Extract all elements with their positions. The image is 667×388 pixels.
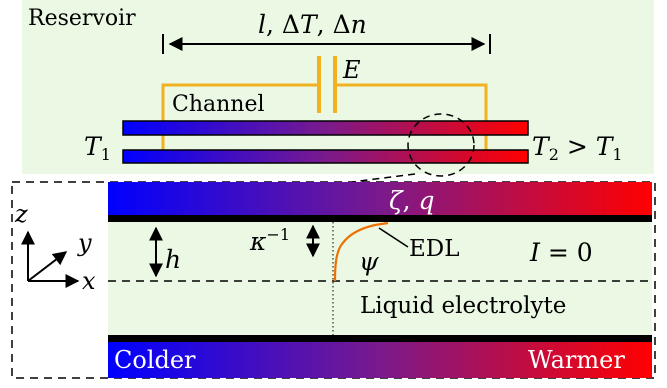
edl-label: EDL xyxy=(409,236,460,262)
temperature-left-label: T1 xyxy=(84,132,111,164)
current-symbol: I xyxy=(529,238,541,267)
y-axis-arrow xyxy=(27,251,68,282)
channel-wall-top xyxy=(122,120,529,136)
zeta-symbol: ζ xyxy=(389,186,404,215)
y-axis-label: y xyxy=(77,229,92,257)
potential-symbol: ψ xyxy=(359,247,379,276)
zoom-connector xyxy=(351,173,416,183)
edl-potential-curve xyxy=(333,221,389,282)
params-comma-1: , xyxy=(266,10,282,39)
temperature-right-T2: T xyxy=(532,132,551,161)
temperature-right-sub1: 1 xyxy=(612,145,622,164)
colder-label: Colder xyxy=(114,346,196,374)
zoom-wall-top-border xyxy=(108,215,652,222)
temperature-right-sub2: 2 xyxy=(549,145,559,164)
zoom-circle xyxy=(407,113,475,177)
zero-current-label: I = 0 xyxy=(529,238,593,267)
electrolyte-region xyxy=(108,218,652,338)
zoom-wall-bottom-border xyxy=(108,335,652,342)
current-equals-zero: = 0 xyxy=(540,238,593,267)
params-comma-2: , xyxy=(317,10,333,39)
z-axis-label: z xyxy=(14,200,28,228)
delta-symbol-1: Δ xyxy=(282,10,300,39)
liquid-electrolyte-label: Liquid electrolyte xyxy=(360,293,566,319)
zeta-q-label: ζ, q xyxy=(389,186,434,215)
kappa-symbol: κ xyxy=(249,227,267,256)
length-symbol: l xyxy=(258,10,266,39)
charge-symbol: q xyxy=(418,186,434,215)
temperature-symbol: T xyxy=(300,10,319,39)
channel-wall-bottom xyxy=(122,149,529,164)
edl-pointer xyxy=(378,227,409,248)
debye-length-label: κ−1 xyxy=(249,225,290,256)
zoom-wall-top xyxy=(108,182,652,218)
length-temperature-concentration-label: l, ΔT, Δn xyxy=(258,10,367,39)
kappa-superscript: −1 xyxy=(266,225,290,244)
temperature-left-subscript: 1 xyxy=(101,145,111,164)
zeta-q-comma: , xyxy=(403,186,419,215)
temperature-right-gt: > xyxy=(559,132,596,161)
reservoir-background xyxy=(22,0,654,174)
electric-field-label: E xyxy=(342,56,361,84)
x-axis-label: x xyxy=(82,267,96,295)
temperature-right-label: T2 > T1 xyxy=(532,132,623,164)
concentration-symbol: n xyxy=(351,10,367,39)
warmer-label: Warmer xyxy=(528,346,625,374)
zoom-wall-bottom xyxy=(108,342,652,378)
channel-label: Channel xyxy=(172,92,265,117)
temperature-left-base: T xyxy=(84,132,103,161)
reservoir-label: Reservoir xyxy=(28,6,136,31)
temperature-right-T1: T xyxy=(596,132,615,161)
half-height-label: h xyxy=(165,245,181,274)
delta-symbol-2: Δ xyxy=(333,10,351,39)
